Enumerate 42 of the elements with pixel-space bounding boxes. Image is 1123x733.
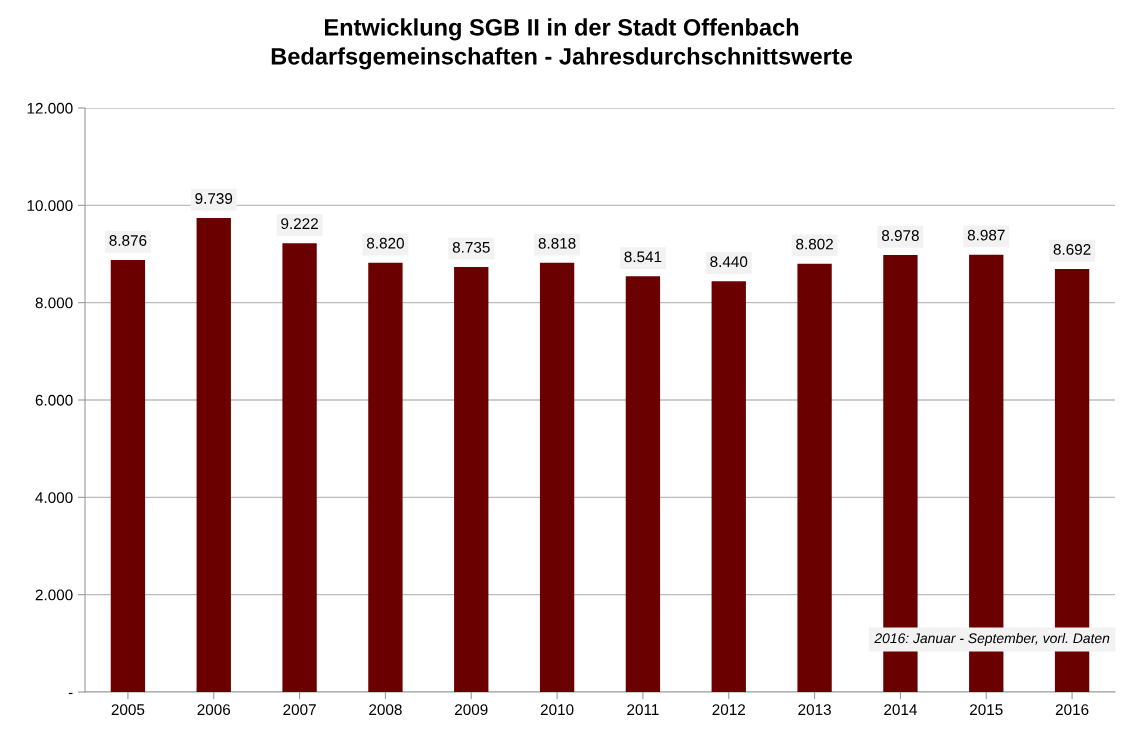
bar bbox=[196, 218, 231, 692]
y-tick-label: 12.000 bbox=[27, 102, 73, 114]
y-tick-label: 8.000 bbox=[35, 297, 73, 309]
y-tick-label: 4.000 bbox=[35, 492, 73, 504]
bar bbox=[711, 281, 746, 692]
x-tick-label: 2006 bbox=[197, 704, 231, 716]
data-label: 8.818 bbox=[538, 237, 576, 249]
y-tick-label: 6.000 bbox=[35, 394, 73, 406]
data-label: 9.222 bbox=[281, 218, 318, 230]
y-tick-label: 10.000 bbox=[27, 200, 73, 212]
bar bbox=[368, 262, 403, 692]
data-label: 8.978 bbox=[881, 230, 919, 241]
x-tick-label: 2015 bbox=[970, 704, 1003, 716]
x-tick-label: 2014 bbox=[884, 704, 917, 716]
x-tick-label: 2011 bbox=[627, 704, 659, 716]
x-tick-label: 2008 bbox=[369, 704, 402, 716]
x-tick-label: 2007 bbox=[283, 704, 316, 716]
data-label: 8.440 bbox=[710, 256, 748, 268]
x-tick-label: 2010 bbox=[540, 704, 574, 716]
bar bbox=[110, 260, 146, 692]
bar bbox=[539, 262, 575, 692]
chart-title: Entwicklung SGB II in der Stadt Offenbach Bedarfsgemeinschaften - Jahresdurchschnittswerte bbox=[271, 18, 853, 70]
x-tick-label: 2005 bbox=[111, 704, 145, 716]
y-tick-label: 2.000 bbox=[35, 589, 73, 601]
y-tick-label: - bbox=[68, 692, 73, 695]
annotation: 2016: Januar - September, vorl. Daten bbox=[874, 632, 1110, 646]
data-label: 8.820 bbox=[366, 237, 404, 249]
bar bbox=[797, 263, 832, 692]
data-label: 8.802 bbox=[796, 238, 833, 250]
data-label: 8.692 bbox=[1053, 244, 1091, 255]
data-label: 8.735 bbox=[452, 241, 490, 253]
x-tick-label: 2013 bbox=[798, 704, 831, 716]
data-label: 8.541 bbox=[624, 251, 662, 263]
data-label: 8.876 bbox=[109, 235, 147, 246]
x-tick-label: 2012 bbox=[712, 704, 745, 716]
x-tick-label: 2009 bbox=[455, 704, 488, 716]
data-label: 8.987 bbox=[967, 229, 1005, 241]
bar bbox=[625, 276, 661, 692]
bar bbox=[282, 243, 317, 692]
bar bbox=[454, 266, 489, 692]
x-tick-label: 2016 bbox=[1055, 704, 1089, 716]
data-label: 9.739 bbox=[195, 193, 233, 204]
